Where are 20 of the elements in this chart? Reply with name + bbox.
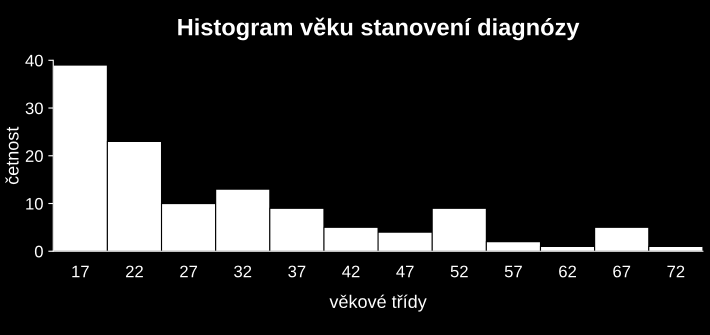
x-tick-label: 72	[667, 266, 684, 278]
x-axis-title: věkové třídy	[329, 294, 427, 312]
y-tick-label: 20	[26, 150, 43, 162]
x-tick-label: 37	[288, 266, 306, 278]
y-tick-label: 0	[34, 246, 43, 258]
y-axis-title: četnost	[5, 126, 19, 184]
chart-title: Histogram věku stanovení diagnózy	[178, 18, 580, 40]
x-tick-label: 27	[180, 266, 198, 278]
x-tick-label: 17	[72, 266, 89, 278]
y-tick-label: 30	[26, 102, 43, 114]
y-tick-label: 40	[25, 54, 43, 67]
x-tick-label: 57	[504, 266, 522, 278]
x-tick-label: 32	[234, 266, 252, 278]
x-tick-label: 62	[559, 266, 576, 278]
x-tick-label: 67	[613, 266, 630, 278]
x-tick-label: 47	[396, 266, 414, 278]
x-tick-label: 52	[450, 266, 468, 278]
x-tick-label: 22	[126, 266, 143, 278]
y-tick-label: 10	[26, 198, 43, 210]
x-tick-label: 42	[342, 266, 360, 278]
